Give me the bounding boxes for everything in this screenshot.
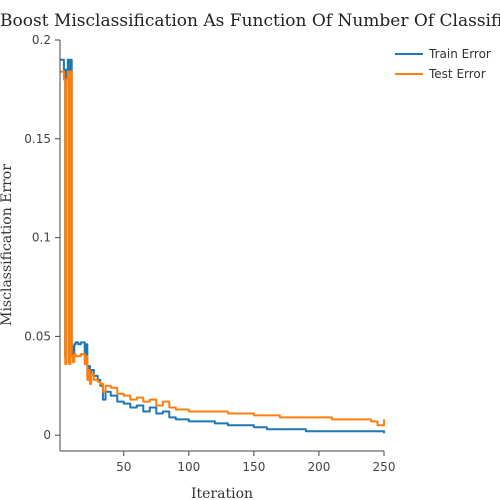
y-tick-label: 0 [43, 428, 51, 442]
series-line-test-error [60, 70, 385, 427]
y-tick-label: 0.2 [32, 33, 51, 47]
legend-item-test-error[interactable]: Test Error [395, 67, 486, 81]
legend-label: Train Error [428, 47, 491, 61]
x-tick-label: 100 [177, 460, 200, 474]
x-tick-label: 200 [307, 460, 330, 474]
y-tick-label: 0.15 [24, 132, 51, 146]
plot-area: 50 100 150 200 250 0 0.05 0.1 0.15 0.2 [24, 33, 395, 474]
legend-item-train-error[interactable]: Train Error [395, 47, 491, 61]
series-line-train-error [60, 58, 385, 434]
x-tick-label: 250 [373, 460, 396, 474]
x-axis-label: Iteration [191, 486, 253, 500]
chart-title: AdaBoost Misclassification As Function O… [0, 11, 500, 31]
x-tick-label: 50 [116, 460, 131, 474]
legend[interactable]: Train Error Test Error [395, 47, 491, 81]
legend-label: Test Error [428, 67, 486, 81]
series-group [60, 58, 385, 434]
y-tick-label: 0.05 [24, 329, 51, 343]
x-tick-label: 150 [242, 460, 265, 474]
y-tick-label: 0.1 [32, 231, 51, 245]
x-ticks: 50 100 150 200 250 [116, 451, 395, 474]
y-ticks: 0 0.05 0.1 0.15 0.2 [24, 33, 60, 442]
y-axis-label: Misclassification Error [0, 164, 15, 326]
